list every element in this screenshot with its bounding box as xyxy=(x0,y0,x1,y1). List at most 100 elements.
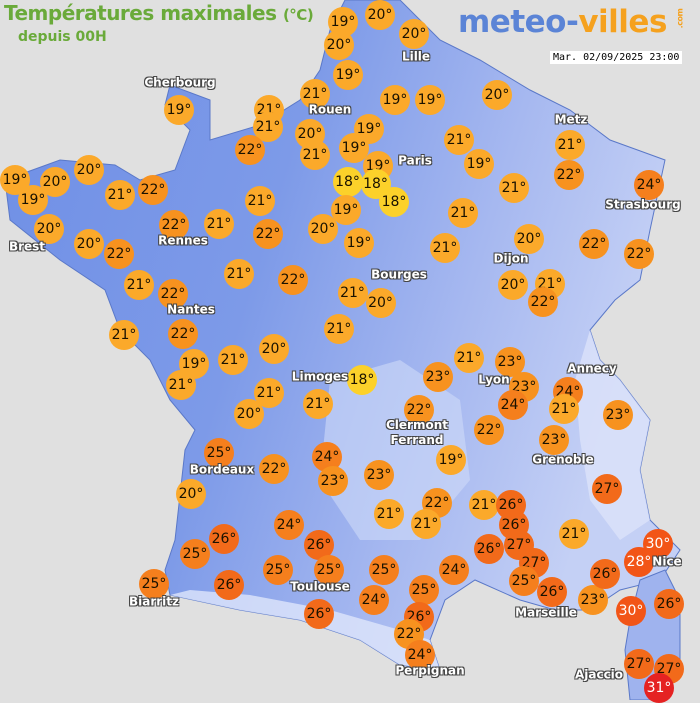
temperature-value: 22° xyxy=(255,226,281,242)
temperature-marker: 25° xyxy=(180,539,210,569)
temperature-marker: 22° xyxy=(474,415,504,445)
logo[interactable]: meteo-villes .com xyxy=(458,4,684,40)
temperature-value: 20° xyxy=(76,162,102,178)
temperature-value: 18° xyxy=(349,372,375,388)
temperature-value: 21° xyxy=(111,327,137,343)
temperature-value: 23° xyxy=(541,432,567,448)
temperature-marker: 21° xyxy=(454,343,484,373)
temperature-value: 19° xyxy=(20,192,46,208)
temperature-value: 25° xyxy=(182,546,208,562)
temperature-marker: 20° xyxy=(365,0,395,30)
temperature-value: 25° xyxy=(371,562,397,578)
temperature-value: 21° xyxy=(126,277,152,293)
temperature-marker: 20° xyxy=(74,155,104,185)
temperature-marker: 21° xyxy=(430,233,460,263)
temperature-value: 23° xyxy=(580,592,606,608)
temperature-marker: 26° xyxy=(537,577,567,607)
temperature-marker: 25° xyxy=(314,555,344,585)
temperature-value: 21° xyxy=(501,180,527,196)
temperature-value: 27° xyxy=(594,481,620,497)
temperature-value: 21° xyxy=(446,132,472,148)
temperature-marker: 21° xyxy=(374,499,404,529)
temperature-marker: 22° xyxy=(104,239,134,269)
temperature-marker: 23° xyxy=(578,585,608,615)
temperature-value: 22° xyxy=(424,495,450,511)
temperature-marker: 22° xyxy=(159,210,189,240)
temperature-value: 22° xyxy=(160,286,186,302)
city-label: Lille xyxy=(401,49,431,64)
title-unit: (°C) xyxy=(282,6,314,24)
temperature-value: 21° xyxy=(413,516,439,532)
temperature-marker: 25° xyxy=(369,555,399,585)
temperature-marker: 20° xyxy=(324,30,354,60)
temperature-value: 21° xyxy=(471,497,497,513)
map-title: Températures maximales (°C) xyxy=(4,1,314,25)
temperature-marker: 19° xyxy=(415,85,445,115)
city-label: Brest xyxy=(8,239,46,254)
temperature-marker: 19° xyxy=(380,85,410,115)
temperature-value: 26° xyxy=(656,596,682,612)
datetime-stamp: Mar. 02/09/2025 23:00 xyxy=(550,51,683,64)
city-label: Paris xyxy=(398,153,432,168)
temperature-value: 20° xyxy=(236,406,262,422)
temperature-marker: 21° xyxy=(324,314,354,344)
temperature-value: 26° xyxy=(211,531,237,547)
temperature-value: 26° xyxy=(498,497,524,513)
temperature-marker: 18° xyxy=(332,167,363,197)
city-label: Rennes xyxy=(158,233,208,248)
temperature-value: 22° xyxy=(581,236,607,252)
temperature-value: 19° xyxy=(438,452,464,468)
temperature-marker: 22° xyxy=(404,395,434,425)
city-label: Perpignan xyxy=(395,663,465,678)
temperature-value: 20° xyxy=(484,87,510,103)
logo-suffix: .com xyxy=(675,8,685,29)
temperature-value: 31° xyxy=(646,680,672,696)
temperature-marker: 21° xyxy=(337,278,368,308)
temperature-marker: 26° xyxy=(304,599,334,629)
temperature-value: 20° xyxy=(401,26,427,42)
temperature-marker: 21° xyxy=(300,140,330,170)
temperature-marker: 19° xyxy=(164,95,194,125)
temperature-value: 26° xyxy=(539,584,565,600)
city-label: Nice xyxy=(652,554,682,569)
temperature-marker: 26° xyxy=(590,559,620,589)
temperature-value: 21° xyxy=(305,396,331,412)
temperature-value: 26° xyxy=(306,606,332,622)
temperature-value: 30° xyxy=(618,603,644,619)
temperature-value: 24° xyxy=(276,517,302,533)
temperature-marker: 21° xyxy=(559,519,589,549)
temperature-value: 20° xyxy=(297,126,323,142)
temperature-marker: 21° xyxy=(549,394,579,424)
temperature-value: 27° xyxy=(506,537,532,553)
temperature-value: 18° xyxy=(381,193,407,210)
temperature-marker: 27° xyxy=(624,649,654,679)
temperature-marker: 26° xyxy=(214,570,244,600)
city-label: Metz xyxy=(554,112,588,127)
temperature-marker: 21° xyxy=(411,509,441,539)
temperature-marker: 22° xyxy=(168,319,198,349)
temperature-value: 23° xyxy=(366,467,392,483)
temperature-marker: 22° xyxy=(554,160,584,190)
temperature-value: 23° xyxy=(605,407,631,423)
temperature-marker: 25° xyxy=(509,566,539,596)
temperature-value: 24° xyxy=(636,177,662,193)
temperature-value: 19° xyxy=(2,172,28,188)
temperature-value: 25° xyxy=(316,562,342,578)
temperature-marker: 23° xyxy=(364,460,394,490)
city-label: Lyon xyxy=(478,372,510,387)
temperature-marker: 21° xyxy=(300,79,330,109)
temperature-marker: 24° xyxy=(405,640,435,670)
temperature-marker: 21° xyxy=(448,198,478,228)
temperature-marker: 24° xyxy=(634,170,664,200)
temperature-value: 23° xyxy=(425,369,451,385)
temperature-value: 22° xyxy=(237,142,263,158)
temperature-value: 22° xyxy=(280,272,306,288)
temperature-marker: 23° xyxy=(423,362,453,392)
temperature-value: 26° xyxy=(216,577,242,593)
temperature-marker: 20° xyxy=(482,80,512,110)
temperature-marker: 18° xyxy=(347,365,377,395)
temperature-marker: 26° xyxy=(209,524,239,554)
temperature-value: 21° xyxy=(168,377,194,393)
temperature-marker: 20° xyxy=(365,288,396,318)
temperature-value: 24° xyxy=(500,397,526,413)
